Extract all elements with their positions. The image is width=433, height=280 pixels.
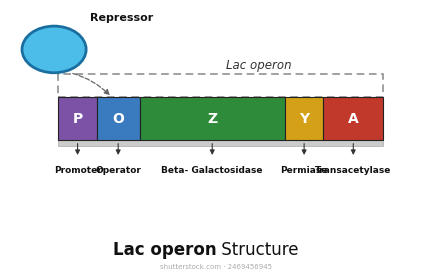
Bar	[139, 97, 285, 140]
Text: Permiase: Permiase	[281, 166, 328, 175]
Bar	[58, 140, 383, 146]
Text: Beta- Galactosidase: Beta- Galactosidase	[162, 166, 263, 175]
Text: A: A	[348, 112, 359, 126]
Bar	[58, 74, 383, 97]
Bar	[323, 97, 383, 140]
Text: O: O	[112, 112, 124, 126]
Bar	[285, 97, 323, 140]
Text: Z: Z	[207, 112, 217, 126]
Ellipse shape	[22, 26, 86, 73]
Text: Transacetylase: Transacetylase	[315, 166, 391, 175]
Text: Repressor: Repressor	[90, 13, 154, 23]
Bar	[97, 97, 139, 140]
Text: Operator: Operator	[95, 166, 141, 175]
Text: Structure: Structure	[216, 241, 299, 259]
Text: Y: Y	[299, 112, 309, 126]
Text: shutterstock.com · 2469456945: shutterstock.com · 2469456945	[161, 264, 272, 270]
Text: Promoter: Promoter	[54, 166, 101, 175]
Text: Lac operon: Lac operon	[113, 241, 216, 259]
Text: Lac operon: Lac operon	[226, 59, 292, 73]
Text: P: P	[72, 112, 83, 126]
Bar	[58, 97, 97, 140]
